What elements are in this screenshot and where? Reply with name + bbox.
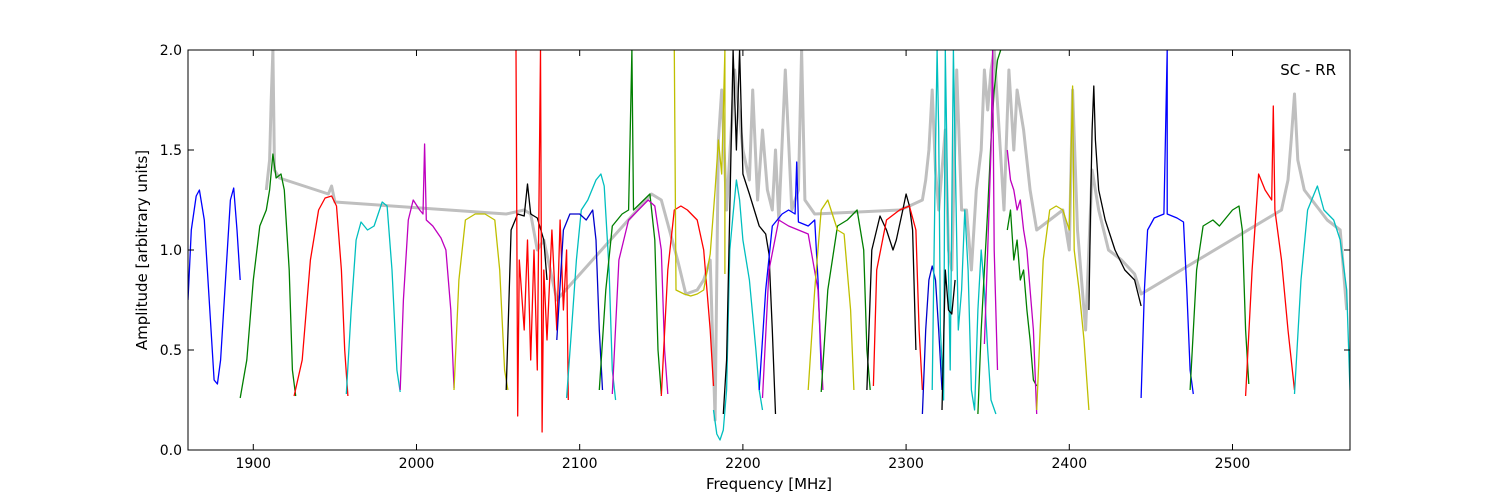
x-tick-label: 1900: [235, 456, 271, 472]
y-axis-label: Amplitude [arbitrary units]: [133, 150, 151, 350]
plot-frame: [187, 49, 1351, 451]
series-line-23: [921, 265, 943, 415]
series-line-24: [931, 50, 997, 415]
series-line-background: [264, 50, 1349, 422]
chart-annotation: SC - RR: [1280, 61, 1336, 79]
x-tick-label: 2200: [725, 456, 761, 472]
y-tick-label: 1.5: [160, 143, 182, 159]
series-line-21: [866, 193, 917, 391]
x-tick-label: 2000: [399, 456, 435, 472]
series-line-15: [712, 179, 764, 441]
plot-area-background: [188, 50, 1350, 450]
series-line-13: [660, 205, 715, 397]
series-line-19: [820, 209, 871, 393]
series-line-14: [673, 50, 726, 297]
series-line-5: [399, 143, 455, 391]
series-line-10: [556, 209, 604, 391]
series-line-31: [1088, 85, 1142, 311]
series-line-30: [1036, 85, 1090, 411]
axes-group: 1900 2000 2100 2200 2300 2400 2500 0.0 0.5 1.0 1.5…: [160, 43, 1350, 472]
series-line-28: [1006, 209, 1038, 387]
series-line-11: [598, 50, 662, 395]
series-line-22: [872, 205, 924, 391]
series-line-33: [1189, 205, 1250, 391]
x-axis-label: Frequency [MHz]: [706, 475, 832, 493]
series-line-12: [611, 199, 669, 395]
series-line-34: [1244, 105, 1296, 397]
series-line-20: [807, 199, 855, 391]
series-line-1: [188, 187, 241, 385]
series-line-29: [1006, 149, 1038, 415]
series-line-8: [515, 50, 569, 433]
series-line-32: [1140, 50, 1194, 399]
x-tick-label: 2400: [1051, 456, 1087, 472]
y-tick-label: 0.5: [160, 343, 182, 359]
series-line-25: [941, 269, 956, 411]
series-line-3: [293, 195, 349, 397]
series-line-18: [761, 219, 824, 399]
y-tick-label: 1.0: [160, 243, 182, 259]
series-line-26: [977, 50, 1002, 415]
series-line-2: [239, 153, 297, 399]
x-tick-label: 2100: [562, 456, 598, 472]
series-line-27: [983, 50, 999, 371]
series-line-17: [758, 161, 822, 391]
series-line-35: [1293, 185, 1350, 395]
series-line-9: [565, 173, 617, 401]
plot-series-group: [188, 50, 1350, 441]
y-tick-label: 0.0: [160, 443, 182, 459]
y-tick-label: 2.0: [160, 43, 182, 59]
series-line-6: [453, 213, 509, 391]
series-line-4: [345, 201, 401, 395]
x-tick-label: 2300: [888, 456, 924, 472]
x-tick-label: 2500: [1215, 456, 1251, 472]
